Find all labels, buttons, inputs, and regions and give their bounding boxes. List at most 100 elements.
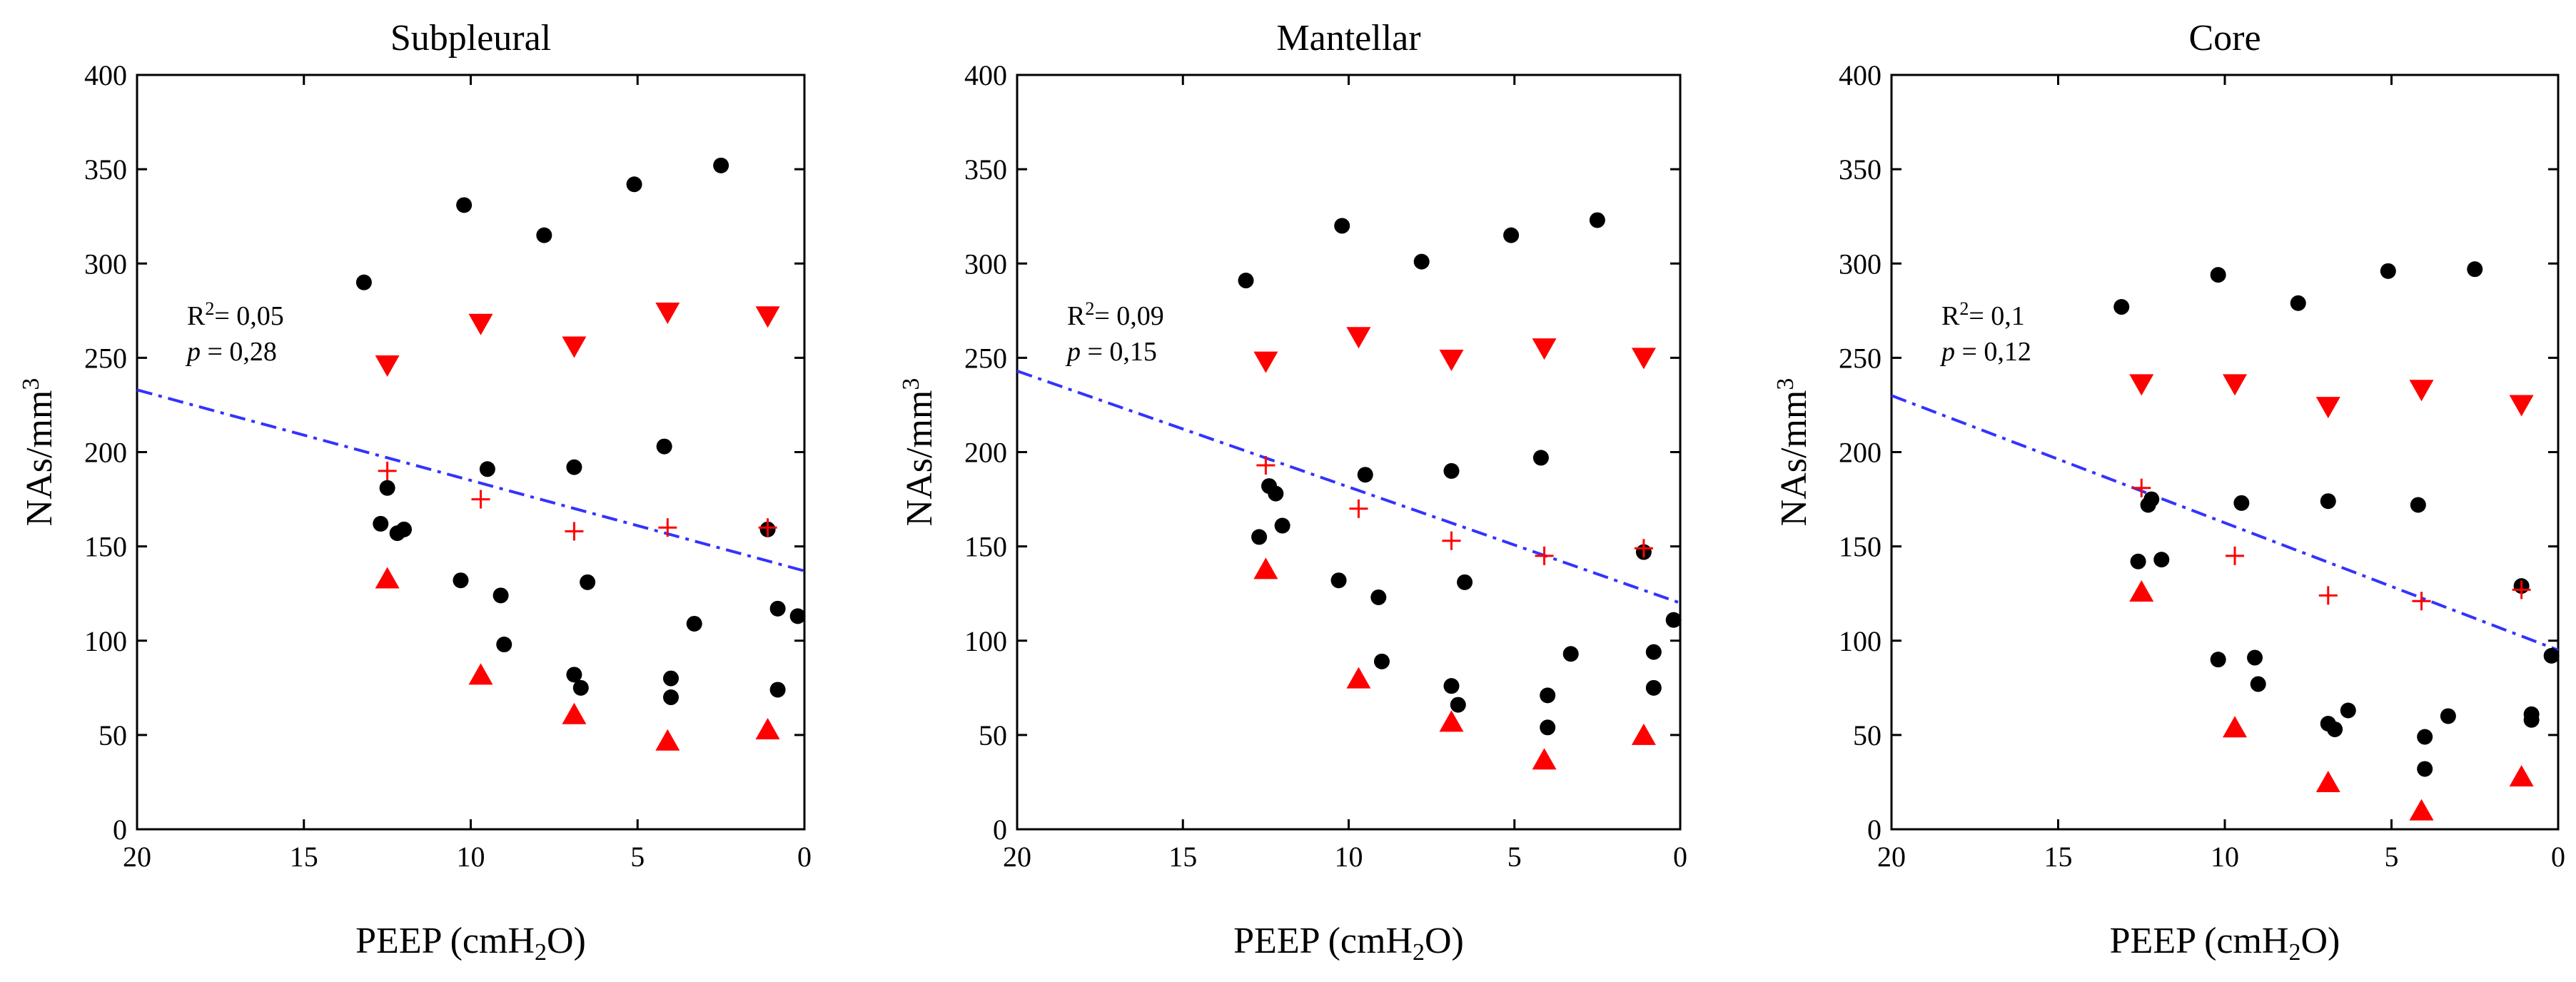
x-tick-label: 15 bbox=[290, 841, 318, 873]
data-point-individual bbox=[769, 600, 786, 617]
y-tick-label: 200 bbox=[84, 437, 127, 469]
p-value-label: p = 0,15 bbox=[1065, 337, 1157, 367]
data-point-individual bbox=[686, 615, 702, 632]
data-point-individual bbox=[1373, 653, 1390, 669]
series-individual bbox=[355, 157, 806, 706]
y-tick-label: 150 bbox=[84, 531, 127, 563]
data-point-individual bbox=[479, 461, 495, 477]
data-point-individual bbox=[663, 670, 679, 687]
data-point-max bbox=[562, 336, 587, 358]
data-point-mean bbox=[758, 518, 777, 537]
series-individual bbox=[1238, 212, 1682, 736]
data-point-individual bbox=[536, 227, 552, 243]
chart-panel-mantellar: 20 15 10 5 0050100150200250300350400Mantella… bbox=[898, 18, 1687, 966]
data-point-individual bbox=[1443, 462, 1460, 479]
y-tick-label: 300 bbox=[964, 248, 1007, 280]
data-point-individual bbox=[2410, 497, 2426, 513]
data-point-individual bbox=[2143, 491, 2160, 507]
y-tick-label: 250 bbox=[1839, 342, 1882, 374]
y-tick-label: 350 bbox=[1839, 153, 1882, 186]
data-point-individual bbox=[1357, 467, 1373, 483]
data-point-max bbox=[468, 313, 493, 335]
data-point-max bbox=[2409, 380, 2434, 402]
data-point-individual bbox=[1450, 697, 1466, 713]
data-point-individual bbox=[355, 274, 372, 290]
data-point-individual bbox=[1274, 517, 1290, 534]
data-point-individual bbox=[2417, 729, 2433, 745]
data-point-individual bbox=[2247, 649, 2263, 666]
y-tick-label: 400 bbox=[84, 59, 127, 91]
chart-title: Subpleural bbox=[390, 18, 551, 59]
series-min bbox=[2129, 580, 2534, 821]
x-tick-label: 5 bbox=[630, 841, 645, 873]
data-point-individual bbox=[1370, 589, 1387, 605]
y-axis-label: NAs/mm3 bbox=[1772, 378, 1814, 527]
data-point-individual bbox=[2417, 761, 2433, 777]
regression-line bbox=[1891, 394, 2559, 652]
data-point-individual bbox=[2340, 702, 2356, 719]
data-point-min bbox=[1631, 723, 1656, 745]
x-tick-label: 0 bbox=[1673, 841, 1687, 873]
data-point-individual bbox=[1330, 572, 1347, 589]
regression-line bbox=[1016, 369, 1681, 604]
chart-panel-subpleural: 20 15 10 5 0050100150200250300350400Subpleur… bbox=[18, 18, 812, 966]
data-point-individual bbox=[1443, 678, 1460, 694]
y-tick-label: 50 bbox=[1853, 719, 1882, 751]
x-axis-label: PEEP (cmH2O) bbox=[2110, 921, 2340, 966]
data-point-individual bbox=[1251, 529, 1268, 545]
data-point-individual bbox=[1645, 644, 1662, 660]
data-point-mean bbox=[1349, 499, 1368, 518]
data-point-mean bbox=[2132, 478, 2151, 497]
data-point-individual bbox=[1334, 218, 1350, 234]
regression-line bbox=[136, 388, 805, 572]
data-point-individual bbox=[496, 637, 512, 653]
data-point-max bbox=[2509, 395, 2534, 417]
x-tick-label: 20 bbox=[123, 841, 151, 873]
series-min bbox=[375, 567, 780, 751]
x-axis-label: PEEP (cmH2O) bbox=[355, 921, 586, 966]
data-point-individual bbox=[789, 608, 806, 624]
data-point-individual bbox=[1238, 273, 1254, 289]
data-point-min bbox=[2409, 799, 2434, 821]
data-point-min bbox=[1439, 710, 1464, 732]
r-squared-label: R2= 0,1 bbox=[1941, 298, 2025, 331]
data-point-individual bbox=[2210, 267, 2226, 283]
data-point-max bbox=[375, 355, 400, 377]
data-point-individual bbox=[493, 587, 509, 604]
data-point-individual bbox=[1268, 485, 1284, 502]
x-tick-label: 15 bbox=[2044, 841, 2073, 873]
data-point-min bbox=[1532, 748, 1557, 770]
data-point-individual bbox=[1665, 612, 1682, 628]
data-point-min bbox=[1346, 667, 1371, 689]
data-point-mean bbox=[378, 461, 397, 480]
x-tick-label: 10 bbox=[1335, 841, 1363, 873]
series-min bbox=[1253, 557, 1656, 770]
data-point-mean bbox=[2318, 586, 2338, 605]
y-tick-label: 0 bbox=[113, 814, 127, 846]
data-point-min bbox=[375, 567, 400, 589]
x-tick-label: 10 bbox=[2211, 841, 2239, 873]
data-point-individual bbox=[1457, 574, 1473, 590]
data-point-individual bbox=[663, 689, 679, 706]
data-point-individual bbox=[2290, 295, 2306, 311]
data-point-mean bbox=[565, 522, 584, 541]
series-max bbox=[2129, 374, 2534, 419]
data-point-individual bbox=[373, 515, 389, 532]
data-point-max bbox=[1532, 338, 1557, 360]
y-axis-label: NAs/mm3 bbox=[18, 378, 60, 527]
y-tick-label: 50 bbox=[979, 719, 1007, 751]
data-point-mean bbox=[658, 518, 677, 537]
p-value-label: p = 0,28 bbox=[185, 337, 277, 367]
y-tick-label: 50 bbox=[99, 719, 127, 751]
data-point-individual bbox=[379, 480, 395, 496]
data-point-individual bbox=[2440, 708, 2456, 724]
series-max bbox=[375, 302, 780, 377]
data-point-individual bbox=[2130, 553, 2146, 570]
series-mean bbox=[1256, 455, 1653, 565]
r-squared-label: R2= 0,05 bbox=[187, 298, 284, 331]
data-point-max bbox=[755, 306, 780, 328]
x-tick-label: 0 bbox=[2551, 841, 2565, 873]
chart-title: Mantellar bbox=[1276, 18, 1420, 59]
data-point-max bbox=[2129, 374, 2154, 396]
